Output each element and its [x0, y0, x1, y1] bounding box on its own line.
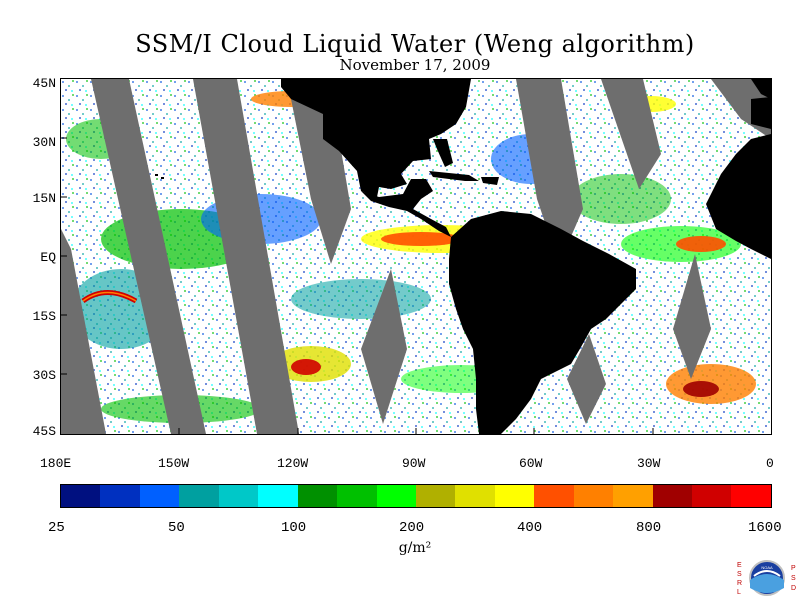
caribbean-islands: [429, 171, 479, 181]
cloud-liquid-water-map: [60, 78, 772, 435]
colorbar-label-400: 400: [517, 520, 543, 536]
lon-label-30w: 30W: [637, 456, 661, 471]
florida-land: [433, 139, 453, 167]
colorbar-swatch-7: [337, 485, 377, 507]
logo-letter-left-2: R: [737, 580, 742, 587]
greenland-edge: [751, 79, 771, 99]
logo-letter-left-3: L: [737, 589, 741, 596]
colorbar-label-100: 100: [281, 520, 307, 536]
map-title: SSM/I Cloud Liquid Water (Weng algorithm…: [135, 30, 695, 58]
logo-letter-right-0: P: [791, 565, 796, 572]
colorbar-swatch-0: [61, 485, 101, 507]
colorbar-swatch-17: [731, 485, 771, 507]
colorbar-swatch-2: [139, 485, 180, 507]
africa-land: [706, 134, 771, 259]
south-america-land: [449, 211, 636, 434]
colorbar-label-25: 25: [48, 520, 65, 536]
colorbar-swatch-5: [258, 485, 298, 507]
svg-text:NOAA: NOAA: [761, 565, 773, 570]
lon-label-120w: 120W: [277, 456, 309, 471]
lat-label-15s: 15S: [32, 309, 56, 324]
colorbar-swatch-14: [613, 485, 653, 507]
north-america-land: [281, 79, 471, 197]
lat-label-45n: 45N: [32, 76, 56, 91]
iberia-land: [751, 97, 771, 129]
colorbar-swatch-10: [455, 485, 495, 507]
central-america-land: [361, 179, 451, 237]
logo-letter-left-0: E: [737, 562, 742, 569]
map-grid-ticks: [61, 137, 654, 434]
logo-letter-right-1: S: [791, 575, 796, 582]
land-masses: [281, 79, 771, 434]
colorbar-units: g/m²: [398, 540, 432, 556]
hispaniola: [481, 177, 499, 185]
lon-label-150w: 150W: [158, 456, 190, 471]
lat-label-45s: 45S: [32, 424, 56, 439]
colorbar-swatch-15: [652, 485, 692, 507]
map-date: November 17, 2009: [339, 56, 491, 74]
map-canvas: [61, 79, 771, 434]
logo-letter-left-1: S: [737, 571, 742, 578]
colorbar: [60, 484, 772, 508]
colorbar-label-50: 50: [168, 520, 185, 536]
colorbar-label-800: 800: [636, 520, 662, 536]
no-data-swaths: [61, 79, 771, 434]
logo-letter-right-2: D: [791, 585, 796, 592]
lon-label-90w: 90W: [402, 456, 426, 471]
colorbar-label-200: 200: [399, 520, 425, 536]
colorbar-swatch-13: [573, 485, 614, 507]
lon-label-60w: 60W: [519, 456, 543, 471]
colorbar-swatch-12: [534, 485, 574, 507]
colorbar-swatch-4: [218, 485, 259, 507]
colorbar-swatch-9: [415, 485, 456, 507]
lon-label-180e: 180E: [40, 456, 72, 471]
colorbar-swatch-1: [100, 485, 140, 507]
lat-label-30n: 30N: [32, 135, 56, 150]
lat-label-eq: EQ: [40, 250, 56, 265]
lat-label-30s: 30S: [32, 368, 56, 383]
lon-label-0: 0: [766, 456, 774, 471]
colorbar-swatch-11: [494, 485, 535, 507]
colorbar-swatch-8: [376, 485, 416, 507]
colorbar-swatch-16: [692, 485, 732, 507]
lat-label-15n: 15N: [32, 191, 56, 206]
colorbar-swatch-6: [297, 485, 338, 507]
pacific-islands: [155, 174, 164, 179]
colorbar-label-1600: 1600: [748, 520, 782, 536]
colorbar-swatch-3: [179, 485, 219, 507]
